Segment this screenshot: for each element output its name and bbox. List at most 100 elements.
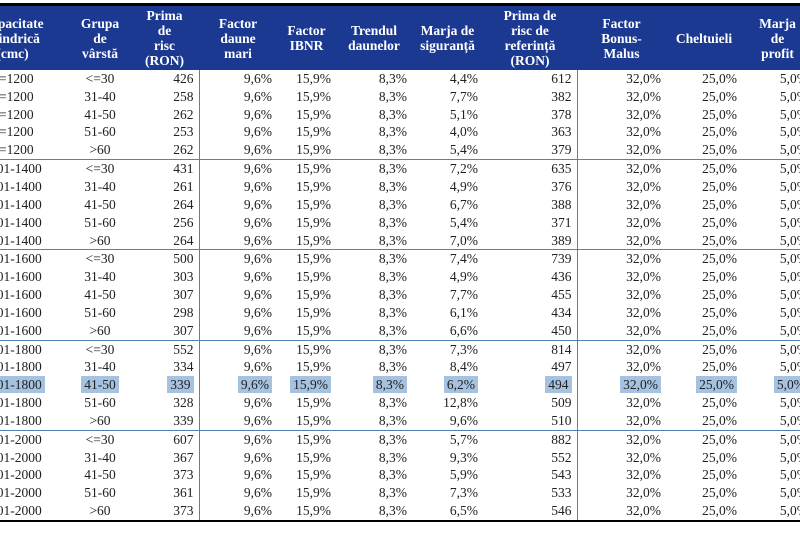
table-cell[interactable]: 5,9% bbox=[412, 467, 483, 485]
table-row[interactable]: 1601-1800 31-40 334 9,6% 15,9% 8,3% 8,4% 497 32,… bbox=[0, 358, 800, 377]
table-cell[interactable]: 373 bbox=[130, 466, 200, 485]
table-cell[interactable]: 5,4% bbox=[412, 214, 483, 232]
table-row[interactable]: 1601-1800 51-60 328 9,6% 15,9% 8,3% 12,8% 509 32… bbox=[0, 394, 800, 413]
table-cell[interactable]: 31-40 bbox=[70, 359, 130, 377]
table-cell[interactable]: 1801-2000 bbox=[0, 467, 70, 485]
table-cell[interactable]: 9,6% bbox=[199, 178, 277, 196]
table-cell[interactable]: 9,6% bbox=[199, 106, 277, 124]
table-row[interactable]: 1201-1400 31-40 261 9,6% 15,9% 8,3% 4,9% 376 32,… bbox=[0, 178, 800, 196]
table-cell[interactable]: 9,6% bbox=[199, 286, 277, 304]
table-cell[interactable]: 32,0% bbox=[577, 232, 666, 250]
table-row[interactable]: <=1200 >60 262 9,6% 15,9% 8,3% 5,4% 379 32,0% 25,… bbox=[0, 141, 800, 160]
table-cell[interactable]: 32,0% bbox=[577, 412, 666, 430]
table-cell[interactable]: 15,9% bbox=[277, 376, 336, 394]
table-cell[interactable]: 32,0% bbox=[577, 141, 666, 159]
table-cell[interactable]: 256 bbox=[130, 213, 200, 232]
table-cell[interactable]: 8,3% bbox=[336, 232, 412, 250]
table-cell[interactable]: <=30 bbox=[70, 159, 130, 179]
table-cell[interactable]: 15,9% bbox=[277, 449, 336, 467]
table-cell[interactable]: 635 bbox=[483, 159, 578, 179]
table-cell[interactable]: 51-60 bbox=[70, 214, 130, 232]
table-cell[interactable]: 6,5% bbox=[412, 502, 483, 523]
table-cell[interactable]: 4,9% bbox=[412, 178, 483, 196]
table-cell[interactable]: 8,4% bbox=[412, 359, 483, 377]
table-cell[interactable]: 814 bbox=[483, 339, 578, 359]
table-cell[interactable]: 32,0% bbox=[577, 304, 666, 322]
table-cell[interactable]: 25,0% bbox=[666, 141, 742, 159]
table-cell[interactable]: 15,9% bbox=[277, 124, 336, 142]
table-cell[interactable]: 8,3% bbox=[336, 412, 412, 430]
table-cell[interactable]: 1601-1800 bbox=[0, 339, 70, 359]
table-cell[interactable]: 434 bbox=[483, 303, 578, 322]
table-cell[interactable]: 15,9% bbox=[277, 467, 336, 485]
table-row[interactable]: 1401-1600 >60 307 9,6% 15,9% 8,3% 6,6% 450 32,0%… bbox=[0, 321, 800, 341]
table-cell[interactable]: 436 bbox=[483, 268, 578, 287]
table-cell[interactable]: 7,4% bbox=[412, 249, 483, 269]
table-cell[interactable]: 15,9% bbox=[277, 232, 336, 250]
table-cell[interactable]: 8,3% bbox=[336, 429, 412, 449]
table-cell[interactable]: 1801-2000 bbox=[0, 484, 70, 502]
table-cell[interactable]: 500 bbox=[130, 249, 200, 269]
table-cell[interactable]: 8,3% bbox=[336, 339, 412, 359]
table-cell[interactable]: 5,0% bbox=[742, 394, 800, 412]
table-cell[interactable]: 31-40 bbox=[70, 88, 130, 106]
table-row[interactable]: <=1200 51-60 253 9,6% 15,9% 8,3% 4,0% 363 32,0% 2… bbox=[0, 123, 800, 142]
table-cell[interactable]: 15,9% bbox=[277, 429, 336, 449]
table-cell[interactable]: 15,9% bbox=[277, 141, 336, 159]
table-cell[interactable]: 25,0% bbox=[666, 412, 742, 430]
table-cell[interactable]: 8,3% bbox=[336, 268, 412, 286]
table-cell[interactable]: 8,3% bbox=[336, 502, 412, 523]
table-cell[interactable]: 389 bbox=[483, 231, 578, 250]
table-cell[interactable]: 32,0% bbox=[577, 70, 666, 88]
table-cell[interactable]: 15,9% bbox=[277, 70, 336, 88]
table-cell[interactable]: 31-40 bbox=[70, 268, 130, 286]
table-cell[interactable]: <=1200 bbox=[0, 70, 70, 88]
table-cell[interactable]: 9,6% bbox=[199, 214, 277, 232]
table-cell[interactable]: 9,6% bbox=[199, 467, 277, 485]
table-cell[interactable]: 25,0% bbox=[666, 339, 742, 359]
table-cell[interactable]: 1201-1400 bbox=[0, 159, 70, 179]
table-cell[interactable]: 32,0% bbox=[577, 484, 666, 502]
table-cell[interactable]: 7,3% bbox=[412, 339, 483, 359]
table-cell[interactable]: 455 bbox=[483, 286, 578, 304]
table-cell[interactable]: 9,6% bbox=[199, 429, 277, 449]
table-cell[interactable]: 262 bbox=[130, 141, 200, 160]
table-cell[interactable]: >60 bbox=[70, 412, 130, 430]
table-cell[interactable]: 9,6% bbox=[199, 88, 277, 106]
table-cell[interactable]: 5,0% bbox=[742, 304, 800, 322]
table-cell[interactable]: <=30 bbox=[70, 249, 130, 269]
table-cell[interactable]: 1601-1800 bbox=[0, 376, 70, 394]
table-cell[interactable]: 25,0% bbox=[666, 394, 742, 412]
table-cell[interactable]: 5,1% bbox=[412, 106, 483, 124]
table-cell[interactable]: 32,0% bbox=[577, 286, 666, 304]
table-row[interactable]: 1201-1400 51-60 256 9,6% 15,9% 8,3% 5,4% 371 32,… bbox=[0, 213, 800, 232]
table-cell[interactable]: 32,0% bbox=[577, 214, 666, 232]
table-cell[interactable]: 32,0% bbox=[577, 322, 666, 340]
table-cell[interactable]: 8,3% bbox=[336, 141, 412, 159]
table-cell[interactable]: 8,3% bbox=[336, 70, 412, 88]
table-cell[interactable]: 31-40 bbox=[70, 178, 130, 196]
table-cell[interactable]: 261 bbox=[130, 178, 200, 196]
table-cell[interactable]: 367 bbox=[130, 448, 200, 467]
table-cell[interactable]: 25,0% bbox=[666, 106, 742, 124]
table-row[interactable]: 1401-1600 31-40 303 9,6% 15,9% 8,3% 4,9% 436 32,… bbox=[0, 268, 800, 287]
table-cell[interactable]: 9,6% bbox=[199, 322, 277, 340]
table-cell[interactable]: 41-50 bbox=[70, 196, 130, 214]
table-cell[interactable]: 25,0% bbox=[666, 249, 742, 269]
table-cell[interactable]: 4,4% bbox=[412, 70, 483, 88]
table-cell[interactable]: 25,0% bbox=[666, 286, 742, 304]
table-cell[interactable]: 15,9% bbox=[277, 286, 336, 304]
table-cell[interactable]: 25,0% bbox=[666, 178, 742, 196]
table-cell[interactable]: 5,0% bbox=[742, 159, 800, 179]
table-cell[interactable]: 32,0% bbox=[577, 268, 666, 286]
table-cell[interactable]: 41-50 bbox=[70, 376, 130, 394]
table-cell[interactable]: 262 bbox=[130, 105, 200, 124]
table-cell[interactable]: 32,0% bbox=[577, 159, 666, 179]
table-row-selected[interactable]: 1601-1800 41-50 339 9,6% 15,9% 8,3% 6,2% 494 32,… bbox=[0, 376, 800, 395]
table-cell[interactable]: 25,0% bbox=[666, 376, 742, 394]
table-cell[interactable]: 6,6% bbox=[412, 322, 483, 340]
table-cell[interactable]: 253 bbox=[130, 123, 200, 142]
table-cell[interactable]: 546 bbox=[483, 502, 578, 523]
table-cell[interactable]: 264 bbox=[130, 195, 200, 214]
table-cell[interactable]: 5,0% bbox=[742, 268, 800, 286]
